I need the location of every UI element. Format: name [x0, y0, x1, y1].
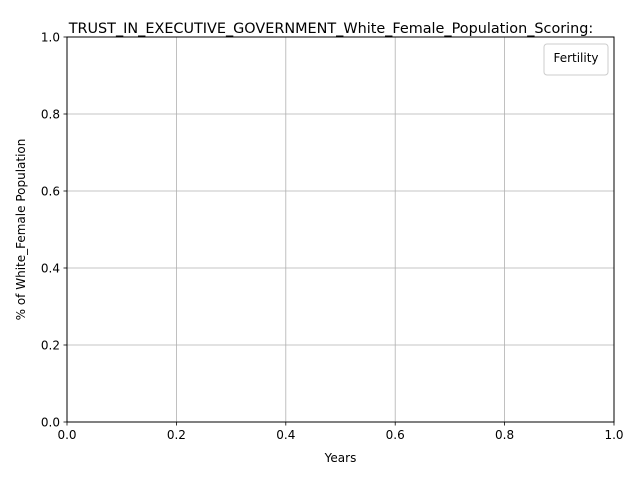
y-tick-label: 0.8 — [41, 107, 60, 121]
chart-title: TRUST_IN_EXECUTIVE_GOVERNMENT_White_Fema… — [68, 21, 594, 37]
y-axis-label: % of White_Female Population — [14, 139, 28, 321]
x-tick-label: 1.0 — [604, 428, 623, 442]
y-tick-label: 1.0 — [41, 30, 60, 44]
y-tick-label: 0.2 — [41, 338, 60, 352]
y-tick-label: 0.0 — [41, 415, 60, 429]
legend-title: Fertility — [553, 51, 598, 65]
x-tick-label: 0.0 — [57, 428, 76, 442]
legend-box — [543, 43, 609, 76]
plot-frame — [66, 36, 615, 423]
x-axis: 0.0 0.2 0.4 0.6 0.8 1.0 — [57, 422, 624, 442]
x-axis-label: Years — [324, 451, 357, 465]
x-tick-label: 0.6 — [386, 428, 405, 442]
grid-lines — [66, 36, 615, 423]
y-axis: 0.0 0.2 0.4 0.6 0.8 1.0 — [41, 30, 67, 429]
x-tick-label: 0.4 — [276, 428, 295, 442]
x-tick-label: 0.8 — [495, 428, 514, 442]
y-tick-label: 0.6 — [41, 184, 60, 198]
x-tick-label: 0.2 — [167, 428, 186, 442]
legend: Fertility — [543, 43, 609, 76]
y-tick-label: 0.4 — [41, 261, 60, 275]
